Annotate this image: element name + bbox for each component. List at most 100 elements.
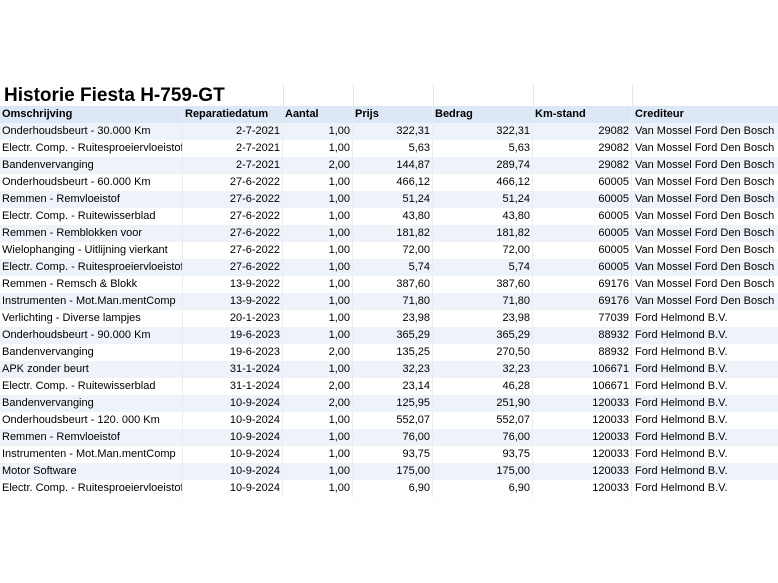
cell-prijs[interactable]: 387,60 <box>353 276 433 293</box>
cell-reparatiedatum[interactable]: 31-1-2024 <box>183 378 283 395</box>
cell-crediteur[interactable]: Ford Helmond B.V. <box>635 465 728 477</box>
cell-aantal[interactable]: 1,00 <box>283 480 353 497</box>
cell-aantal[interactable]: 1,00 <box>283 412 353 429</box>
cell-bedrag[interactable]: 5,74 <box>433 259 533 276</box>
cell-prijs[interactable]: 32,23 <box>353 361 433 378</box>
cell-km-stand[interactable]: 69176 <box>533 293 632 310</box>
column-header-omschrijving[interactable]: Omschrijving <box>0 106 183 123</box>
cell-crediteur[interactable]: Van Mossel Ford Den Bosch <box>635 295 775 307</box>
cell-prijs[interactable]: 5,63 <box>353 140 433 157</box>
cell-omschrijving[interactable]: Electr. Comp. - Ruitesproeiervloeistof <box>0 140 183 157</box>
cell-crediteur[interactable]: Van Mossel Ford Den Bosch <box>635 210 775 222</box>
cell-omschrijving[interactable]: Verlichting - Diverse lampjes <box>0 310 183 327</box>
cell-omschrijving[interactable]: Electr. Comp. - Ruitewisserblad <box>0 378 183 395</box>
cell-crediteur[interactable]: Ford Helmond B.V. <box>635 312 728 324</box>
cell-omschrijving[interactable]: Remmen - Remblokken voor <box>0 225 183 242</box>
cell-crediteur[interactable]: Van Mossel Ford Den Bosch <box>635 159 775 171</box>
cell-omschrijving[interactable]: Bandenvervanging <box>0 395 183 412</box>
cell-aantal[interactable]: 1,00 <box>283 361 353 378</box>
cell-aantal[interactable]: 1,00 <box>283 310 353 327</box>
cell-reparatiedatum[interactable]: 10-9-2024 <box>183 463 283 480</box>
cell-km-stand[interactable]: 60005 <box>533 259 632 276</box>
cell-reparatiedatum[interactable]: 27-6-2022 <box>183 208 283 225</box>
cell-omschrijving[interactable]: Remmen - Remsch & Blokk <box>0 276 183 293</box>
cell-aantal[interactable]: 1,00 <box>283 208 353 225</box>
cell-prijs[interactable]: 365,29 <box>353 327 433 344</box>
cell-km-stand[interactable]: 60005 <box>533 208 632 225</box>
cell-km-stand[interactable]: 29082 <box>533 140 632 157</box>
cell-reparatiedatum[interactable]: 27-6-2022 <box>183 225 283 242</box>
cell-omschrijving[interactable]: Electr. Comp. - Ruitewisserblad <box>0 208 183 225</box>
cell-reparatiedatum[interactable]: 2-7-2021 <box>183 157 283 174</box>
cell-bedrag[interactable]: 93,75 <box>433 446 533 463</box>
cell-prijs[interactable]: 181,82 <box>353 225 433 242</box>
cell-prijs[interactable]: 93,75 <box>353 446 433 463</box>
cell-aantal[interactable]: 1,00 <box>283 429 353 446</box>
cell-km-stand[interactable]: 60005 <box>533 225 632 242</box>
cell-reparatiedatum[interactable]: 2-7-2021 <box>183 123 283 140</box>
cell-aantal[interactable]: 1,00 <box>283 191 353 208</box>
cell-prijs[interactable]: 23,98 <box>353 310 433 327</box>
cell-omschrijving[interactable]: Electr. Comp. - Ruitesproeiervloeistof <box>0 480 183 497</box>
cell-aantal[interactable]: 1,00 <box>283 293 353 310</box>
cell-reparatiedatum[interactable]: 10-9-2024 <box>183 429 283 446</box>
cell-bedrag[interactable]: 322,31 <box>433 123 533 140</box>
cell-bedrag[interactable]: 46,28 <box>433 378 533 395</box>
cell-omschrijving[interactable]: Bandenvervanging <box>0 157 183 174</box>
cell-aantal[interactable]: 1,00 <box>283 140 353 157</box>
cell-omschrijving[interactable]: Onderhoudsbeurt - 60.000 Km <box>0 174 183 191</box>
cell-crediteur[interactable]: Ford Helmond B.V. <box>635 397 728 409</box>
cell-crediteur[interactable]: Ford Helmond B.V. <box>635 431 728 443</box>
cell-crediteur[interactable]: Ford Helmond B.V. <box>635 414 728 426</box>
cell-omschrijving[interactable]: Remmen - Remvloeistof <box>0 191 183 208</box>
cell-bedrag[interactable]: 76,00 <box>433 429 533 446</box>
cell-km-stand[interactable]: 69176 <box>533 276 632 293</box>
cell-prijs[interactable]: 23,14 <box>353 378 433 395</box>
cell-bedrag[interactable]: 466,12 <box>433 174 533 191</box>
cell-km-stand[interactable]: 60005 <box>533 174 632 191</box>
cell-bedrag[interactable]: 181,82 <box>433 225 533 242</box>
cell-km-stand[interactable]: 106671 <box>533 361 632 378</box>
cell-bedrag[interactable]: 5,63 <box>433 140 533 157</box>
cell-aantal[interactable]: 1,00 <box>283 463 353 480</box>
cell-bedrag[interactable]: 32,23 <box>433 361 533 378</box>
cell-km-stand[interactable]: 120033 <box>533 463 632 480</box>
cell-aantal[interactable]: 1,00 <box>283 276 353 293</box>
cell-km-stand[interactable]: 88932 <box>533 327 632 344</box>
cell-reparatiedatum[interactable]: 19-6-2023 <box>183 344 283 361</box>
cell-aantal[interactable]: 1,00 <box>283 242 353 259</box>
cell-crediteur[interactable]: Van Mossel Ford Den Bosch <box>635 278 775 290</box>
cell-prijs[interactable]: 125,95 <box>353 395 433 412</box>
cell-bedrag[interactable]: 175,00 <box>433 463 533 480</box>
cell-km-stand[interactable]: 60005 <box>533 191 632 208</box>
cell-crediteur[interactable]: Ford Helmond B.V. <box>635 448 728 460</box>
cell-prijs[interactable]: 51,24 <box>353 191 433 208</box>
cell-crediteur[interactable]: Ford Helmond B.V. <box>635 346 728 358</box>
cell-reparatiedatum[interactable]: 27-6-2022 <box>183 191 283 208</box>
cell-km-stand[interactable]: 120033 <box>533 429 632 446</box>
cell-crediteur[interactable]: Van Mossel Ford Den Bosch <box>635 227 775 239</box>
column-header-prijs[interactable]: Prijs <box>353 106 433 123</box>
cell-prijs[interactable]: 322,31 <box>353 123 433 140</box>
cell-bedrag[interactable]: 51,24 <box>433 191 533 208</box>
column-header-crediteur[interactable]: Crediteur <box>635 108 684 120</box>
cell-omschrijving[interactable]: Onderhoudsbeurt - 90.000 Km <box>0 327 183 344</box>
cell-bedrag[interactable]: 387,60 <box>433 276 533 293</box>
cell-bedrag[interactable]: 71,80 <box>433 293 533 310</box>
cell-prijs[interactable]: 135,25 <box>353 344 433 361</box>
cell-crediteur[interactable]: Van Mossel Ford Den Bosch <box>635 125 775 137</box>
column-header-km-stand[interactable]: Km-stand <box>533 106 632 123</box>
cell-omschrijving[interactable]: Electr. Comp. - Ruitesproeiervloeistof <box>0 259 183 276</box>
cell-bedrag[interactable]: 270,50 <box>433 344 533 361</box>
cell-prijs[interactable]: 144,87 <box>353 157 433 174</box>
cell-omschrijving[interactable]: Motor Software <box>0 463 183 480</box>
cell-bedrag[interactable]: 289,74 <box>433 157 533 174</box>
cell-crediteur[interactable]: Ford Helmond B.V. <box>635 380 728 392</box>
cell-crediteur[interactable]: Van Mossel Ford Den Bosch <box>635 193 775 205</box>
cell-crediteur[interactable]: Ford Helmond B.V. <box>635 363 728 375</box>
cell-reparatiedatum[interactable]: 27-6-2022 <box>183 174 283 191</box>
cell-crediteur[interactable]: Van Mossel Ford Den Bosch <box>635 142 775 154</box>
cell-omschrijving[interactable]: Bandenvervanging <box>0 344 183 361</box>
cell-aantal[interactable]: 1,00 <box>283 225 353 242</box>
cell-reparatiedatum[interactable]: 10-9-2024 <box>183 412 283 429</box>
